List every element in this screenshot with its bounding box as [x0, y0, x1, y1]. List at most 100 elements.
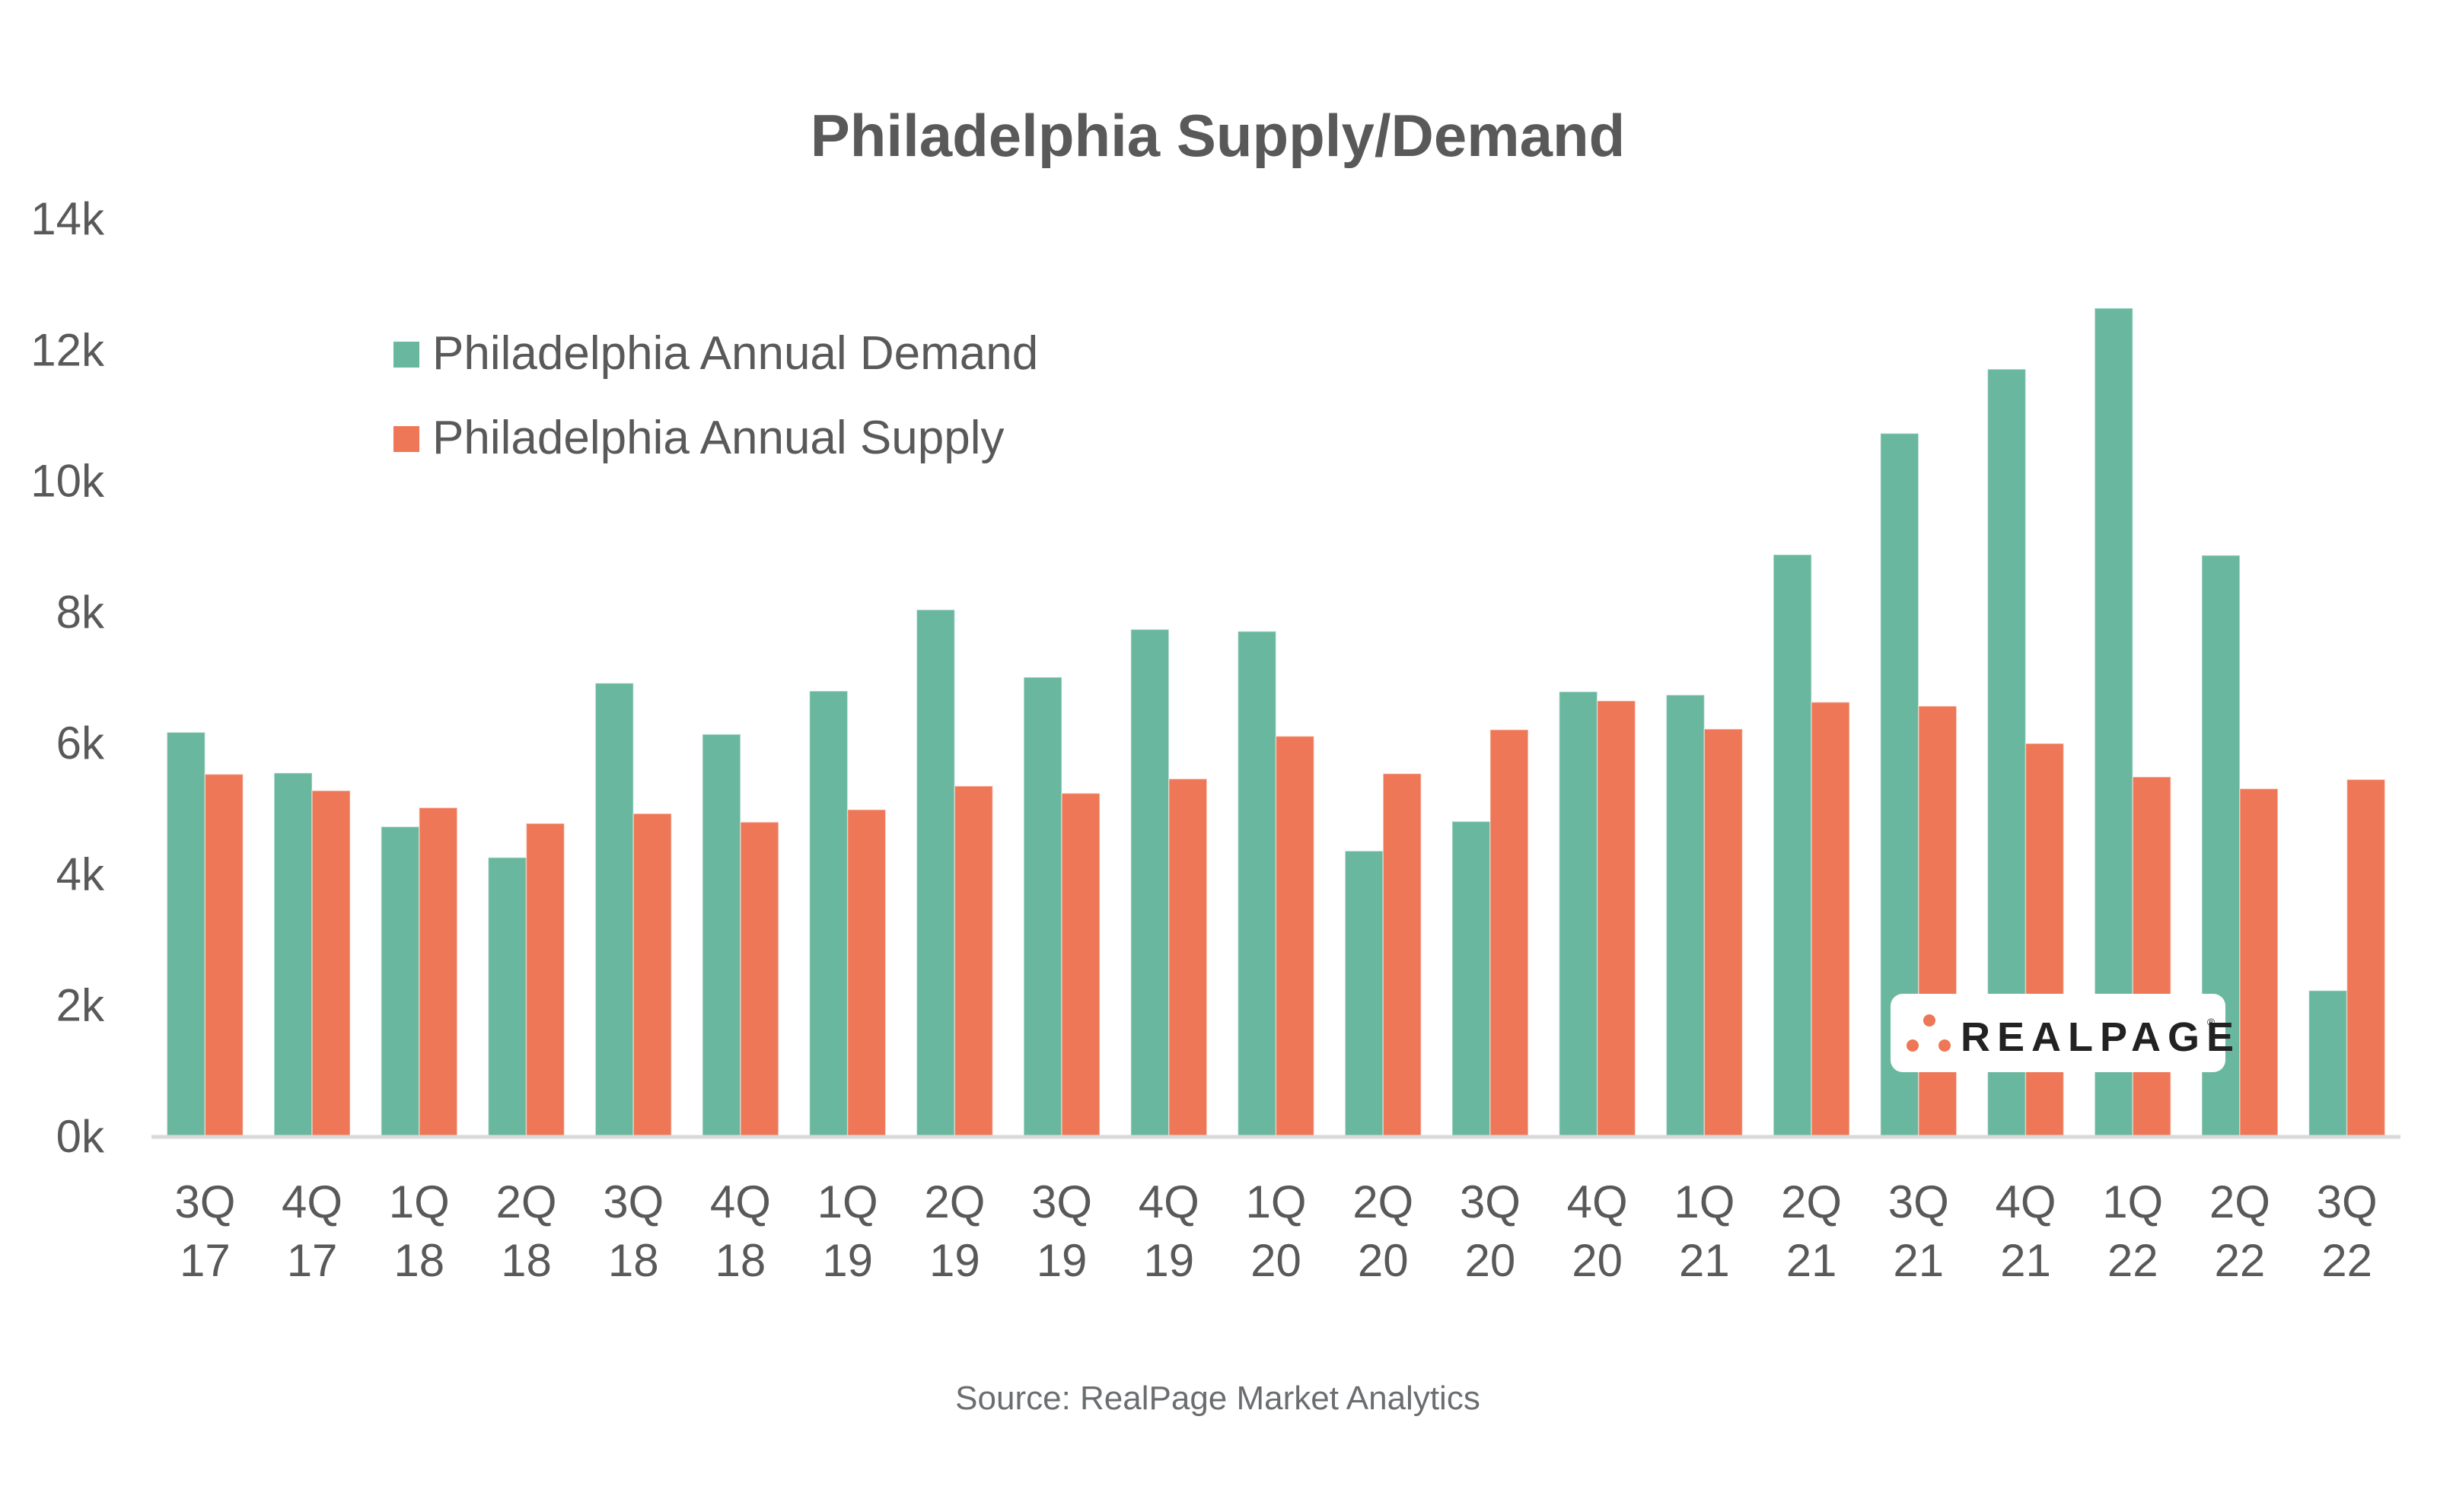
y-axis: 0k 2k 4k 6k 8k 10k 12k 14k: [30, 193, 105, 1162]
bar-demand: [1665, 694, 1706, 1137]
x-tick-label: 2Q 22: [2209, 1176, 2270, 1286]
x-tick-year: 18: [715, 1235, 766, 1286]
x-tick-quarter: 2Q: [2209, 1176, 2270, 1227]
x-tick-year: 20: [1572, 1235, 1623, 1286]
x-tick-quarter: 1Q: [2102, 1176, 2163, 1227]
bar-supply: [2132, 776, 2171, 1137]
bar-demand: [594, 683, 634, 1137]
x-tick-year: 21: [1679, 1235, 1730, 1286]
x-tick-label: 1Q 18: [389, 1176, 450, 1286]
x-tick-label: 4Q 20: [1567, 1176, 1628, 1286]
x-tick-year: 19: [1143, 1235, 1194, 1286]
bar-demand: [808, 690, 849, 1137]
x-tick-label: 2Q 19: [924, 1176, 985, 1286]
bar-supply: [1382, 772, 1422, 1137]
x-tick-quarter: 4Q: [710, 1176, 771, 1227]
legend-item-supply: Philadelphia Annual Supply: [393, 412, 1004, 464]
bar-supply: [1703, 728, 1744, 1137]
x-tick-quarter: 3Q: [2317, 1176, 2378, 1227]
x-tick-label: 1Q 21: [1674, 1176, 1735, 1286]
bar-supply: [1168, 778, 1208, 1137]
bar-supply: [1811, 701, 1850, 1137]
x-tick-year: 17: [180, 1235, 231, 1286]
x-tick-year: 18: [393, 1235, 444, 1286]
source-note: Source: RealPage Market Analytics: [955, 1380, 1480, 1417]
x-tick-quarter: 3Q: [1460, 1176, 1521, 1227]
bar-demand: [166, 731, 206, 1137]
y-tick-label: 2k: [56, 980, 105, 1031]
logo-background: [1891, 994, 2225, 1072]
x-tick-year: 22: [2107, 1235, 2158, 1286]
x-tick-quarter: 4Q: [1139, 1176, 1199, 1227]
x-tick-year: 19: [822, 1235, 873, 1286]
three-dots-icon: [1907, 1014, 1951, 1052]
bar-demand: [1558, 691, 1598, 1137]
bar-supply: [2024, 743, 2065, 1137]
bar-supply: [204, 773, 244, 1137]
x-tick-year: 20: [1358, 1235, 1409, 1286]
x-tick-label: 3Q 18: [603, 1176, 664, 1286]
bar-demand: [487, 857, 527, 1137]
legend-swatch-demand: [393, 342, 419, 368]
x-tick-quarter: 4Q: [1995, 1176, 2056, 1227]
y-tick-label: 6k: [56, 718, 105, 769]
x-tick-label: 4Q 21: [1995, 1176, 2056, 1286]
x-tick-year: 18: [501, 1235, 552, 1286]
legend-swatch-supply: [393, 426, 419, 452]
x-tick-quarter: 2Q: [924, 1176, 985, 1227]
bar-supply: [2239, 788, 2279, 1137]
x-tick-quarter: 3Q: [1031, 1176, 1092, 1227]
y-tick-label: 10k: [30, 456, 105, 507]
x-tick-year: 17: [287, 1235, 338, 1286]
x-tick-label: 1Q 20: [1245, 1176, 1306, 1286]
chart-title: Philadelphia Supply/Demand: [811, 102, 1626, 169]
x-tick-label: 2Q 21: [1781, 1176, 1842, 1286]
bar-supply: [2346, 778, 2386, 1137]
bar-supply: [311, 790, 351, 1137]
x-tick-year: 20: [1250, 1235, 1301, 1286]
x-tick-quarter: 3Q: [603, 1176, 664, 1227]
bar-demand: [1130, 629, 1170, 1137]
x-tick-year: 19: [1037, 1235, 1088, 1286]
bar-supply: [954, 785, 994, 1137]
x-tick-year: 21: [1786, 1235, 1837, 1286]
bar-demand: [273, 772, 313, 1137]
y-tick-label: 12k: [30, 324, 105, 375]
x-tick-label: 3Q 17: [174, 1176, 235, 1286]
x-tick-quarter: 1Q: [1674, 1176, 1735, 1227]
x-tick-label: 1Q 22: [2102, 1176, 2163, 1286]
bar-demand: [916, 609, 956, 1137]
x-tick-quarter: 3Q: [174, 1176, 235, 1227]
x-tick-quarter: 1Q: [817, 1176, 878, 1227]
bar-supply: [1489, 729, 1529, 1137]
x-tick-label: 2Q 20: [1352, 1176, 1413, 1286]
x-tick-year: 22: [2321, 1235, 2372, 1286]
x-tick-label: 4Q 17: [282, 1176, 342, 1286]
x-tick-quarter: 1Q: [389, 1176, 450, 1227]
bar-supply: [1275, 735, 1315, 1137]
x-tick-year: 20: [1465, 1235, 1516, 1286]
bar-demand: [1344, 850, 1384, 1137]
x-tick-label: 2Q 18: [495, 1176, 556, 1286]
bar-supply: [1596, 700, 1636, 1137]
bar-demand: [702, 734, 741, 1137]
legend-label-demand: Philadelphia Annual Demand: [432, 327, 1038, 380]
x-tick-quarter: 1Q: [1245, 1176, 1306, 1227]
bar-supply: [846, 809, 887, 1137]
bar-supply: [525, 823, 565, 1137]
bars-group: [166, 307, 2386, 1137]
bar-demand: [1237, 630, 1277, 1137]
x-tick-label: 1Q 19: [817, 1176, 878, 1286]
bar-demand: [1023, 676, 1062, 1137]
logo-text: REALPAGE: [1961, 1014, 2241, 1060]
x-tick-label: 3Q 21: [1888, 1176, 1949, 1286]
logo-registered-mark: ®: [2207, 1016, 2216, 1028]
bar-demand: [1451, 820, 1491, 1137]
legend-label-supply: Philadelphia Annual Supply: [432, 412, 1004, 464]
bar-supply: [632, 813, 672, 1137]
bar-supply: [740, 821, 779, 1137]
x-tick-label: 4Q 19: [1139, 1176, 1199, 1286]
legend: Philadelphia Annual Demand Philadelphia …: [393, 327, 1038, 464]
bar-demand: [1773, 554, 1812, 1137]
x-tick-quarter: 4Q: [282, 1176, 342, 1227]
